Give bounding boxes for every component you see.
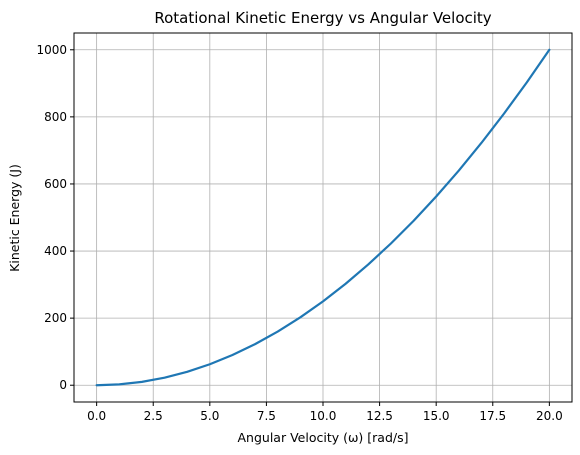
x-tick-label: 0.0: [87, 409, 106, 423]
grid-lines: [74, 33, 572, 402]
x-tick-label: 12.5: [366, 409, 393, 423]
x-tick-label: 15.0: [423, 409, 450, 423]
x-tick-label: 17.5: [479, 409, 506, 423]
y-tick-label: 1000: [36, 43, 67, 57]
x-tick-label: 2.5: [144, 409, 163, 423]
y-tick-label: 600: [44, 177, 67, 191]
chart-title: Rotational Kinetic Energy vs Angular Vel…: [154, 9, 491, 27]
axis-ticks: 0.0 2.5 5.0 7.5 10.0 12.5 15.0 17.5 20.0 0 200 400 6…: [36, 43, 562, 423]
x-tick-label: 20.0: [536, 409, 563, 423]
x-tick-label: 10.0: [310, 409, 337, 423]
series-line: [95, 48, 551, 387]
y-tick-label: 0: [59, 378, 67, 392]
y-tick-label: 200: [44, 311, 67, 325]
y-tick-label: 400: [44, 244, 67, 258]
x-axis-label: Angular Velocity (ω) [rad/s]: [238, 430, 409, 445]
y-tick-label: 800: [44, 110, 67, 124]
x-tick-label: 5.0: [200, 409, 219, 423]
y-axis-label: Kinetic Energy (J): [7, 164, 22, 272]
x-tick-label: 7.5: [257, 409, 276, 423]
series-layer: [95, 48, 551, 387]
